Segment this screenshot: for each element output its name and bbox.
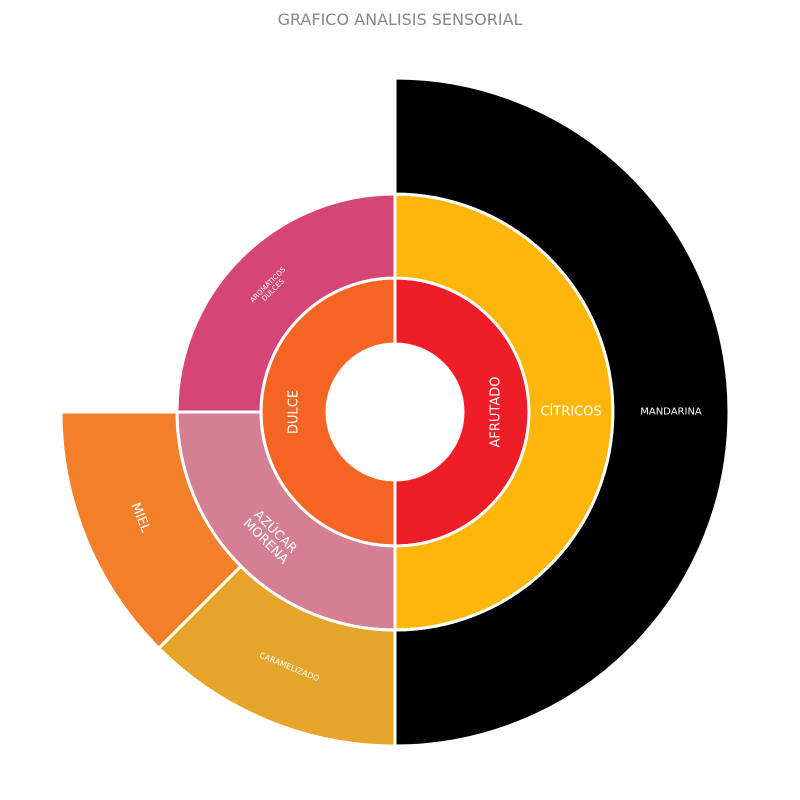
sunburst-segment-mandarina[interactable]	[393, 76, 731, 748]
segment-label-afrutado: AFRUTADO	[489, 377, 504, 448]
sunburst-segment-aromaticos-dulces[interactable]	[175, 192, 397, 414]
sunburst-segment-miel[interactable]	[59, 410, 243, 651]
segment-label-dulce: DULCE	[287, 390, 302, 434]
segment-label-mandarina: MANDARINA	[640, 407, 702, 418]
segment-label-citricos: CÍTRICOS	[540, 404, 601, 420]
chart-title: GRAFICO ANALISIS SENSORIAL	[277, 10, 523, 29]
